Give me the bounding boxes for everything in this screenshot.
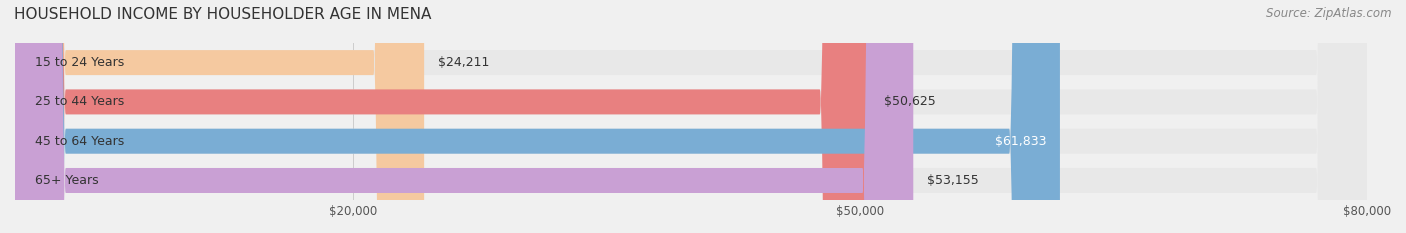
Text: 65+ Years: 65+ Years (35, 174, 98, 187)
FancyBboxPatch shape (15, 0, 914, 233)
Text: 25 to 44 Years: 25 to 44 Years (35, 95, 125, 108)
FancyBboxPatch shape (15, 0, 870, 233)
Text: $50,625: $50,625 (884, 95, 936, 108)
Text: $53,155: $53,155 (927, 174, 979, 187)
Text: $24,211: $24,211 (437, 56, 489, 69)
FancyBboxPatch shape (15, 0, 425, 233)
Text: 45 to 64 Years: 45 to 64 Years (35, 135, 125, 148)
FancyBboxPatch shape (15, 0, 1367, 233)
FancyBboxPatch shape (15, 0, 1367, 233)
FancyBboxPatch shape (15, 0, 1367, 233)
Text: Source: ZipAtlas.com: Source: ZipAtlas.com (1267, 7, 1392, 20)
FancyBboxPatch shape (15, 0, 1367, 233)
Text: HOUSEHOLD INCOME BY HOUSEHOLDER AGE IN MENA: HOUSEHOLD INCOME BY HOUSEHOLDER AGE IN M… (14, 7, 432, 22)
Text: 15 to 24 Years: 15 to 24 Years (35, 56, 125, 69)
FancyBboxPatch shape (15, 0, 1060, 233)
Text: $61,833: $61,833 (995, 135, 1046, 148)
